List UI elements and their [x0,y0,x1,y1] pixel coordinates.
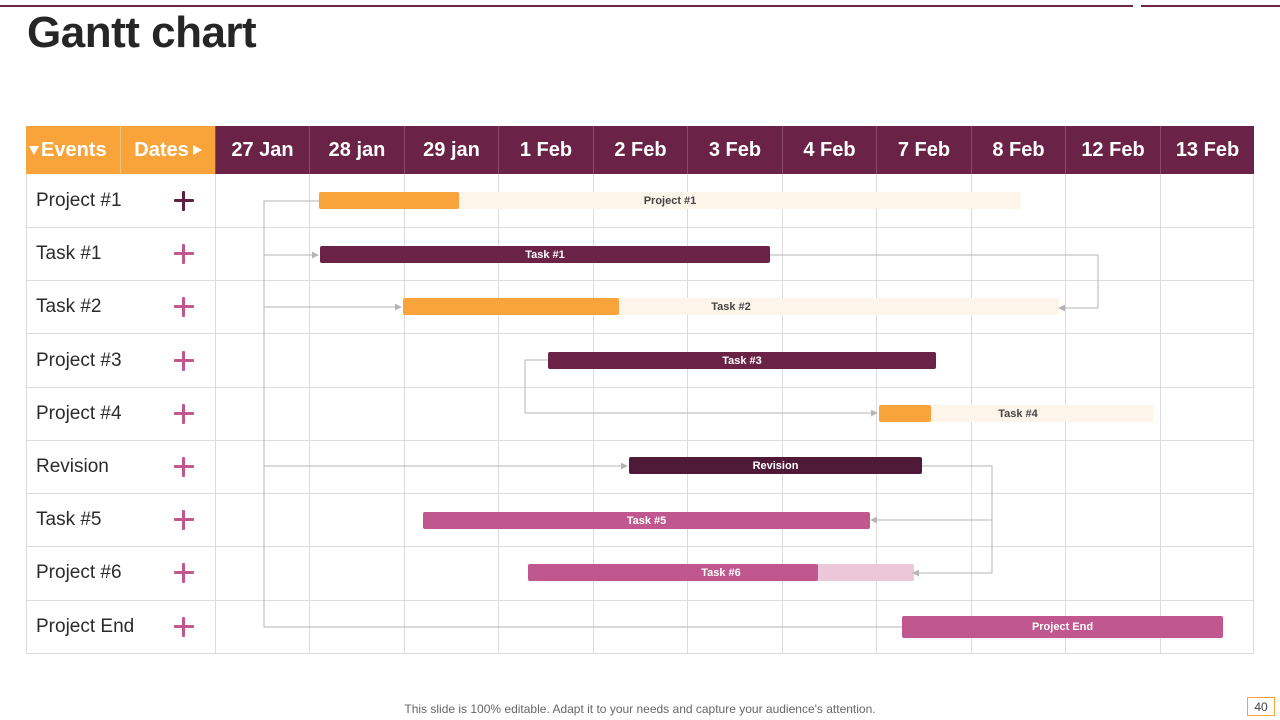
plus-icon[interactable] [174,191,194,211]
grid-line [26,174,27,654]
page-number: 40 [1247,697,1275,716]
triangle-right-icon [192,145,202,155]
date-header: 13 Feb [1160,126,1254,174]
grid-line [26,387,1254,388]
bar-label: Task #3 [722,354,762,367]
plus-icon[interactable] [174,563,194,583]
date-header: 3 Feb [687,126,782,174]
plus-icon[interactable] [174,351,194,371]
plus-icon[interactable] [174,404,194,424]
bar-label: Revision [752,459,799,472]
row-label: Revision [36,455,109,477]
bar-label: Project #1 [643,194,697,207]
row-label: Task #5 [36,508,102,530]
grid-line [1160,174,1161,654]
grid-line [26,653,1254,654]
grid-line [26,227,1254,228]
date-header: 29 jan [404,126,498,174]
slide-title: Gantt chart [27,8,257,57]
dates-header-label: Dates [134,138,189,161]
bar-label: Task #6 [701,566,741,579]
dates-header: Dates [120,126,215,174]
bar-label: Task #5 [626,514,667,527]
row-label: Task #1 [36,242,102,264]
top-rule [0,5,1133,7]
plus-icon[interactable] [174,617,194,637]
date-header: 8 Feb [971,126,1065,174]
grid-line [309,174,310,654]
events-header: Events [26,126,120,174]
triangle-down-icon [29,145,39,155]
footer-note: This slide is 100% editable. Adapt it to… [404,702,876,716]
date-header: 1 Feb [498,126,593,174]
grid-line [876,174,877,654]
bar-label: Task #2 [711,300,751,313]
events-header-label: Events [41,138,107,161]
date-header: 2 Feb [593,126,687,174]
grid-line [782,174,783,654]
row-label: Project End [36,615,135,637]
grid-line [26,600,1254,601]
grid-line [215,174,216,654]
bar-fill[interactable] [902,616,1223,638]
date-header: 4 Feb [782,126,876,174]
grid-line [26,280,1254,281]
grid-line [26,333,1254,334]
plus-icon[interactable] [174,244,194,264]
plus-icon[interactable] [174,457,194,477]
plus-icon[interactable] [174,510,194,530]
grid-line [26,546,1254,547]
grid-line [1253,174,1254,654]
row-label: Project #1 [36,189,122,211]
bar-label: Task #4 [998,407,1038,420]
gantt-chart: Events Dates 27 Jan 28 jan 29 jan 1 Feb … [26,126,1254,654]
grid-line [26,440,1254,441]
bar-label: Task #1 [525,248,565,261]
plus-icon[interactable] [174,297,194,317]
gantt-header: Events Dates 27 Jan 28 jan 29 jan 1 Feb … [26,126,1254,174]
row-label: Project #3 [36,349,122,371]
grid-line [26,493,1254,494]
bar-track [879,405,1153,422]
row-label: Task #2 [36,295,102,317]
top-rule-right [1141,5,1280,7]
date-header: 27 Jan [215,126,309,174]
row-label: Project #4 [36,402,122,424]
row-label: Project #6 [36,561,122,583]
bar-label: Project End [1031,621,1094,633]
date-header: 28 jan [309,126,404,174]
bar-fill[interactable] [879,405,931,422]
date-header: 7 Feb [876,126,971,174]
date-header: 12 Feb [1065,126,1160,174]
